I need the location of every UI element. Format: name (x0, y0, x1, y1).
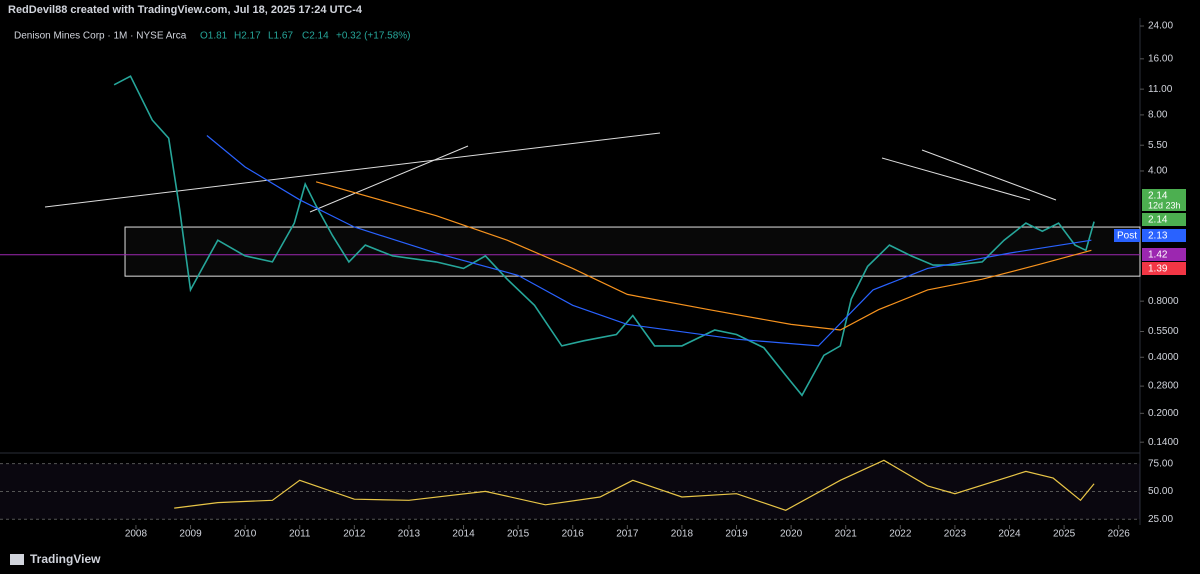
x-tick-label: 2018 (671, 529, 694, 540)
price-label-bg (1142, 213, 1186, 226)
x-tick-label: 2014 (452, 529, 475, 540)
x-tick-label: 2020 (780, 529, 803, 540)
series-line (315, 181, 1092, 331)
x-tick-label: 2009 (179, 529, 202, 540)
y-tick-label: 16.00 (1148, 53, 1173, 64)
y-tick-label: 0.8000 (1148, 296, 1179, 307)
series-line (113, 75, 1095, 397)
price-label: 2.13 (1148, 231, 1168, 242)
price-label-sub: 12d 23h (1148, 200, 1181, 210)
price-label: 2.14 (1148, 215, 1168, 226)
price-label-bg (1142, 262, 1186, 275)
footer (0, 546, 1200, 574)
y-tick-label: 24.00 (1148, 21, 1173, 32)
x-tick-label: 2017 (616, 529, 639, 540)
trend-line (309, 145, 469, 213)
ohlc-value: L1.67 (268, 31, 293, 42)
y-tick-label: 0.1400 (1148, 437, 1179, 448)
zone (124, 226, 1141, 277)
x-tick-label: 2016 (562, 529, 585, 540)
series-line (206, 135, 1092, 347)
y-tick-label: 5.50 (1148, 140, 1168, 151)
y-tick-label: 0.4000 (1148, 352, 1179, 363)
y-tick-label: 0.5500 (1148, 326, 1179, 337)
rsi-tick-label: 25.00 (1148, 514, 1173, 525)
rsi-tick-label: 75.00 (1148, 458, 1173, 469)
x-tick-label: 2013 (398, 529, 421, 540)
trend-line (881, 157, 1031, 201)
x-tick-label: 2011 (289, 529, 311, 540)
header: RedDevil88 created with TradingView.com,… (8, 4, 363, 16)
ohlc: O1.81 H2.17 L1.67 C2.14 +0.32 (+17.58%) (200, 31, 411, 42)
x-tick-label: 2023 (944, 529, 967, 540)
brand-logo (10, 554, 24, 565)
x-tick-label: 2010 (234, 529, 257, 540)
x-tick-label: 2022 (889, 529, 912, 540)
symbol: Denison Mines Corp · 1M · NYSE Arca (14, 31, 187, 42)
price-tag-bg (1114, 229, 1140, 242)
series-line (174, 459, 1095, 511)
price-label-bg (1142, 189, 1186, 211)
rsi-tick-label: 50.00 (1148, 486, 1173, 497)
x-tick-label: 2015 (507, 529, 530, 540)
y-tick-label: 0.2000 (1148, 408, 1179, 419)
x-tick-label: 2026 (1108, 529, 1131, 540)
y-tick-label: 11.00 (1148, 84, 1173, 95)
x-tick-label: 2021 (835, 529, 858, 540)
price-label: 2.14 (1148, 191, 1168, 202)
y-tick-label: 0.2800 (1148, 381, 1179, 392)
ohlc-value: H2.17 (234, 31, 261, 42)
x-tick-label: 2024 (998, 529, 1021, 540)
y-tick-label: 4.00 (1148, 166, 1168, 177)
price-label: 1.42 (1148, 250, 1168, 261)
trend-line (921, 149, 1057, 201)
trend-line (44, 132, 661, 208)
ohlc-value: C2.14 (302, 31, 329, 42)
x-tick-label: 2012 (343, 529, 366, 540)
price-tag: Post (1117, 231, 1137, 242)
price-label-bg (1142, 248, 1186, 261)
price-label: 1.39 (1148, 264, 1168, 275)
price-label-bg (1142, 229, 1186, 242)
y-tick-label: 8.00 (1148, 110, 1168, 121)
x-tick-label: 2019 (725, 529, 748, 540)
ohlc-value: O1.81 (200, 31, 228, 42)
brand: TradingView (30, 552, 101, 566)
x-tick-label: 2008 (125, 529, 148, 540)
x-tick-label: 2025 (1053, 529, 1076, 540)
ohlc-value: +0.32 (+17.58%) (336, 31, 411, 42)
